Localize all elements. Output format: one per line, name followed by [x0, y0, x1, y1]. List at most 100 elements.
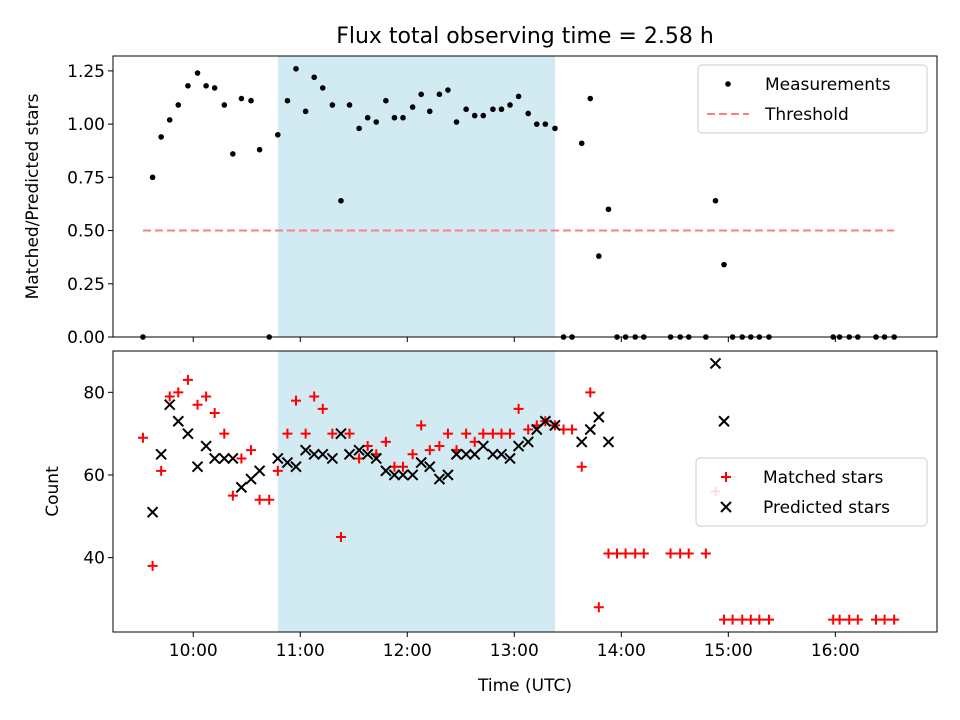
- measurement-point: [436, 91, 443, 98]
- x-tick-label: 12:00: [383, 641, 432, 661]
- matched-star-marker: [585, 387, 596, 398]
- measurement-point: [256, 146, 263, 153]
- predicted-star-marker: [442, 469, 454, 481]
- matched-star-marker: [478, 428, 489, 439]
- matched-star-marker: [246, 445, 257, 456]
- bottom-panel: 40 60 80 10:00 11:00 12:00 13:00 14:00 15:00 16:0…: [43, 350, 938, 696]
- predicted-star-marker: [370, 452, 382, 465]
- predicted-star-marker: [450, 448, 463, 461]
- legend: Matched stars Predicted stars: [695, 457, 928, 527]
- measurement-point: [391, 114, 398, 121]
- predicted-star-marker: [477, 440, 489, 452]
- measurement-point: [453, 119, 460, 125]
- axes-frame: [112, 350, 938, 633]
- y-tick-label: 1.25: [67, 62, 105, 82]
- measurement-point: [166, 117, 173, 123]
- matched-star-marker: [505, 428, 516, 439]
- predicted-star-marker: [593, 411, 605, 423]
- matched-star-marker: [593, 602, 604, 613]
- matched-star-marker: [282, 428, 293, 439]
- matched-star-marker: [182, 374, 193, 385]
- matched-star-marker: [513, 403, 524, 414]
- legend-label: Threshold: [764, 105, 849, 125]
- measurement-point: [319, 85, 326, 91]
- matched-star-marker: [434, 441, 445, 452]
- measurement-point: [400, 114, 406, 121]
- matched-star-marker: [683, 548, 694, 559]
- predicted-star-marker: [191, 460, 204, 473]
- y-tick-label: 0.50: [67, 222, 105, 242]
- predicted-star-marker: [299, 444, 312, 456]
- measurement-point: [293, 65, 299, 72]
- matched-star-marker: [630, 548, 641, 559]
- measurement-point: [480, 112, 487, 119]
- measurement-point: [149, 174, 156, 181]
- predicted-star-marker: [326, 452, 339, 465]
- matched-star-marker: [567, 424, 578, 435]
- matched-star-marker: [442, 428, 453, 439]
- matched-star-marker: [264, 494, 275, 505]
- y-tick-label: 0.25: [67, 275, 105, 295]
- measurement-point: [364, 114, 371, 121]
- legend-marker-measurements: [725, 81, 731, 87]
- predicted-star-marker: [235, 481, 248, 494]
- x-axis-label: Time (UTC): [477, 676, 572, 696]
- matched-star-marker: [407, 449, 418, 460]
- predicted-star-marker: [182, 427, 194, 440]
- matched-star-marker: [834, 614, 845, 625]
- predicted-star-marker: [388, 469, 401, 481]
- matched-star-marker: [335, 531, 346, 542]
- measurement-point: [175, 102, 182, 108]
- y-tick-label: 0.00: [67, 328, 105, 348]
- predicted-star-marker: [424, 460, 436, 473]
- x-tick-label: 14:00: [597, 641, 646, 661]
- predicted-star-marker: [380, 465, 392, 477]
- matched-star-marker: [209, 407, 220, 418]
- matched-star-marker: [675, 548, 686, 559]
- matched-star-marker: [164, 391, 175, 402]
- matched-star-marker: [844, 614, 855, 625]
- y-tick-label: 60: [83, 466, 105, 486]
- matched-star-marker: [254, 494, 265, 505]
- predicted-star-marker: [433, 473, 446, 485]
- measurement-point: [605, 206, 612, 213]
- matched-star-marker: [344, 428, 355, 439]
- matched-star-marker: [727, 614, 738, 625]
- matched-star-marker: [461, 428, 472, 439]
- matched-star-marker: [665, 548, 676, 559]
- predicted-star-marker: [281, 456, 294, 469]
- x-tick-label: 16:00: [811, 641, 860, 661]
- predicted-star-marker: [335, 427, 347, 440]
- legend-label: Matched stars: [763, 468, 883, 488]
- x-tick-label: 10:00: [169, 641, 218, 661]
- measurement-point: [383, 97, 389, 104]
- matched-star-marker: [889, 614, 900, 625]
- matched-star-marker: [879, 614, 890, 625]
- matched-star-marker: [763, 614, 774, 625]
- measurement-point: [525, 110, 532, 117]
- measurement-point: [463, 106, 469, 113]
- predicted-star-marker: [227, 452, 239, 465]
- matched-star-marker: [719, 614, 730, 625]
- legend-marker-predicted: [720, 501, 732, 513]
- axes-frame: [112, 55, 938, 338]
- matched-star-marker: [603, 548, 614, 559]
- matched-star-marker: [309, 391, 320, 402]
- predicted-star-marker: [343, 448, 356, 461]
- matched-star-marker: [137, 432, 148, 443]
- measurement-point: [338, 197, 344, 204]
- predicted-star-marker: [549, 419, 561, 432]
- matched-star-marker: [398, 461, 409, 472]
- predicted-star-marker: [531, 423, 543, 436]
- predicted-star-marker: [718, 415, 730, 427]
- predicted-star-marker: [146, 506, 159, 518]
- matched-star-marker: [300, 428, 311, 439]
- predicted-star-marker: [460, 448, 472, 461]
- predicted-star-marker: [164, 399, 176, 411]
- measurement-point: [211, 85, 218, 91]
- predicted-star-marker: [504, 452, 516, 465]
- measurement-point: [275, 131, 281, 138]
- matched-star-marker: [487, 428, 498, 439]
- matched-star-marker: [290, 395, 301, 406]
- predicted-star-marker: [397, 469, 409, 481]
